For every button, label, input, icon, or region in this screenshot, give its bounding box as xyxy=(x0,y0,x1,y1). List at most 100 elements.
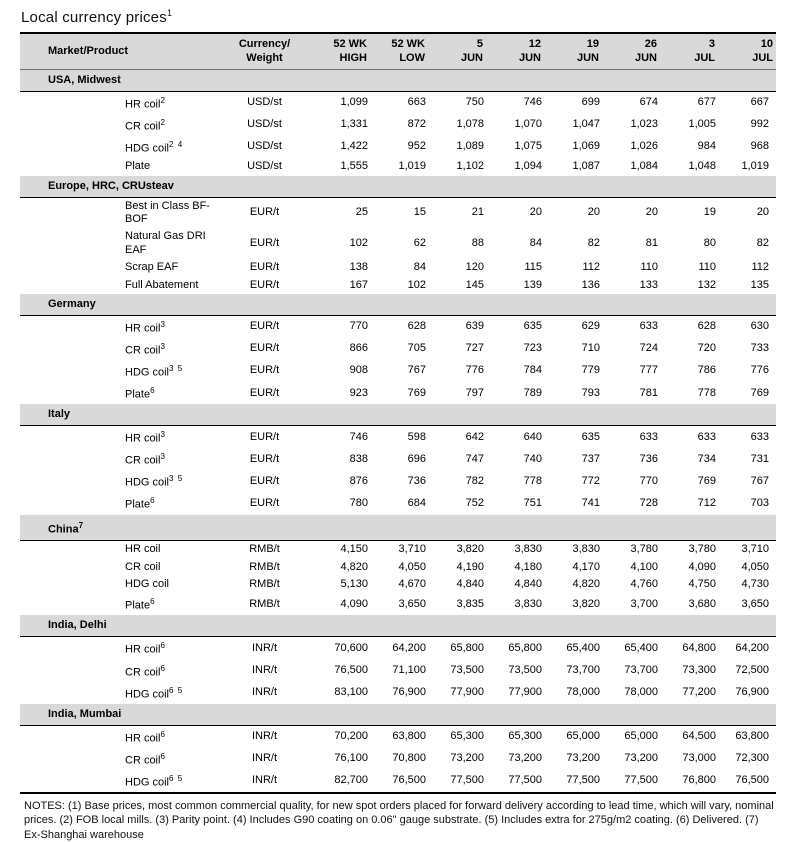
table-row: CR coil6 INR/t 76,500 71,100 73,500 73,500 73,… xyxy=(20,659,776,682)
value-cell: 731 xyxy=(718,448,776,471)
value-cell: 635 xyxy=(544,425,602,449)
value-cell: 667 xyxy=(718,91,776,115)
table-row: HDG coil3 5 EUR/t 876 736 782 778 772 770 769 767 xyxy=(20,470,776,493)
value-cell: 776 xyxy=(428,360,486,383)
column-header-line1: 19 xyxy=(586,38,599,50)
product-cell: HDG coil6 5 xyxy=(20,681,217,704)
value-cell: 741 xyxy=(544,492,602,515)
product-footnote-marker: 6 xyxy=(160,729,166,739)
product-cell: Plate6 xyxy=(20,382,217,405)
product-cell: CR coil6 xyxy=(20,747,217,770)
value-cell: 145 xyxy=(428,276,486,295)
value-cell: 84 xyxy=(486,228,544,260)
value-cell: 76,800 xyxy=(660,769,718,793)
value-cell: 65,000 xyxy=(602,725,660,748)
value-cell: 65,800 xyxy=(486,636,544,660)
value-cell: 76,900 xyxy=(370,681,428,704)
value-cell: 908 xyxy=(312,360,370,383)
unit-cell: INR/t xyxy=(217,747,312,770)
value-cell: 784 xyxy=(486,360,544,383)
product-cell: HR coil2 xyxy=(20,91,217,115)
value-cell: 4,760 xyxy=(602,576,660,594)
product-cell: CR coil2 xyxy=(20,114,217,137)
column-header-line2: JUL xyxy=(694,51,715,64)
product-cell: HR coil xyxy=(20,540,217,559)
value-cell: 838 xyxy=(312,448,370,471)
value-cell: 968 xyxy=(718,136,776,159)
value-cell: 737 xyxy=(544,448,602,471)
value-cell: 71,100 xyxy=(370,659,428,682)
value-cell: 710 xyxy=(544,338,602,361)
value-cell: 76,500 xyxy=(312,659,370,682)
unit-cell: INR/t xyxy=(217,659,312,682)
table-row: HDG coil RMB/t 5,130 4,670 4,840 4,840 4,820 4,… xyxy=(20,576,776,594)
value-cell: 781 xyxy=(602,382,660,405)
value-cell: 629 xyxy=(544,315,602,339)
value-cell: 3,650 xyxy=(370,593,428,616)
value-cell: 25 xyxy=(312,197,370,229)
value-cell: 640 xyxy=(486,425,544,449)
value-cell: 76,900 xyxy=(718,681,776,704)
product-cell: Plate xyxy=(20,158,217,176)
value-cell: 696 xyxy=(370,448,428,471)
product-cell: HR coil3 xyxy=(20,315,217,339)
value-cell: 136 xyxy=(544,276,602,295)
value-cell: 767 xyxy=(370,360,428,383)
column-header-line2: JUN xyxy=(518,51,541,64)
section-label: India, Mumbai xyxy=(20,703,776,726)
unit-cell: INR/t xyxy=(217,681,312,704)
value-cell: 3,650 xyxy=(718,593,776,616)
product-cell: HR coil6 xyxy=(20,636,217,660)
value-cell: 73,300 xyxy=(660,659,718,682)
value-cell: 120 xyxy=(428,259,486,277)
table-row: HR coil6 INR/t 70,600 64,200 65,800 65,800 65,… xyxy=(20,636,776,660)
product-cell: CR coil3 xyxy=(20,338,217,361)
table-row: HR coil3 EUR/t 746 598 642 640 635 633 633 633 xyxy=(20,425,776,449)
value-cell: 3,830 xyxy=(486,593,544,616)
product-footnote-marker: 3 xyxy=(160,320,166,330)
value-cell: 724 xyxy=(602,338,660,361)
value-cell: 628 xyxy=(370,315,428,339)
value-cell: 139 xyxy=(486,276,544,295)
value-cell: 767 xyxy=(718,470,776,493)
table-row: HR coil3 EUR/t 770 628 639 635 629 633 628 630 xyxy=(20,315,776,339)
column-header-line1: 26 xyxy=(644,38,657,50)
product-cell: HDG coil6 5 xyxy=(20,769,217,793)
value-cell: 663 xyxy=(370,91,428,115)
value-cell: 952 xyxy=(370,136,428,159)
table-row: HDG coil6 5 INR/t 82,700 76,500 77,500 77,500… xyxy=(20,769,776,793)
table-row: Plate6 RMB/t 4,090 3,650 3,835 3,830 3,820 3,70… xyxy=(20,593,776,616)
value-cell: 1,084 xyxy=(602,158,660,176)
value-cell: 65,400 xyxy=(544,636,602,660)
value-cell: 635 xyxy=(486,315,544,339)
section-label: Germany xyxy=(20,294,776,317)
value-cell: 73,200 xyxy=(486,747,544,770)
value-cell: 703 xyxy=(718,492,776,515)
value-cell: 779 xyxy=(544,360,602,383)
value-cell: 138 xyxy=(312,259,370,277)
table-row: HDG coil6 5 INR/t 83,100 76,900 77,900 77,900… xyxy=(20,681,776,704)
column-header-line1: 5 xyxy=(476,38,483,50)
column-header: 5 JUN xyxy=(428,33,486,70)
column-header-line1: 10 xyxy=(760,38,773,50)
value-cell: 3,710 xyxy=(370,540,428,559)
value-cell: 684 xyxy=(370,492,428,515)
value-cell: 110 xyxy=(602,259,660,277)
value-cell: 4,090 xyxy=(660,558,718,576)
column-header-line1: 3 xyxy=(708,38,715,50)
value-cell: 77,900 xyxy=(486,681,544,704)
value-cell: 77,500 xyxy=(428,769,486,793)
value-cell: 633 xyxy=(718,425,776,449)
value-cell: 630 xyxy=(718,315,776,339)
value-cell: 1,087 xyxy=(544,158,602,176)
value-cell: 70,200 xyxy=(312,725,370,748)
value-cell: 70,600 xyxy=(312,636,370,660)
table-head: Market/Product Currency/Weight 52 WK HIGH 52… xyxy=(20,33,776,70)
section-header-row: India, Mumbai xyxy=(20,703,776,726)
product-footnote-marker: 2 xyxy=(160,118,166,128)
value-cell: 63,800 xyxy=(370,725,428,748)
value-cell: 102 xyxy=(312,228,370,260)
value-cell: 1,331 xyxy=(312,114,370,137)
value-cell: 21 xyxy=(428,197,486,229)
column-header: 26 JUN xyxy=(602,33,660,70)
